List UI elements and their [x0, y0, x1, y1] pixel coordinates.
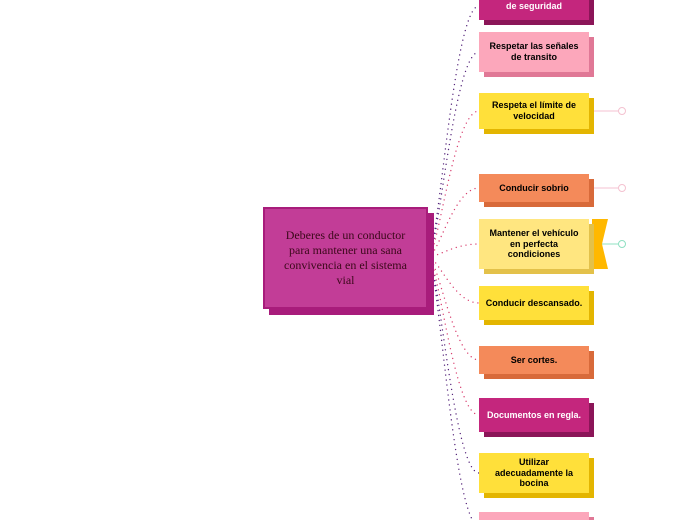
child-node: Respeta el límite de velocidad [479, 93, 589, 129]
child-node: Ser cortes. [479, 346, 589, 374]
flag-icon [592, 219, 608, 269]
child-node-label: Conducir sobrio [499, 183, 569, 194]
child-node-label: Documentos en regla. [487, 410, 581, 421]
marker-dot-icon [618, 184, 626, 192]
center-node: Deberes de un conductor para mantener un… [263, 207, 428, 309]
child-node: Conducir descansado. [479, 286, 589, 320]
child-node: Utilizar adecuadamente la bocina [479, 453, 589, 493]
child-node-label: Utilizar adecuadamente la bocina [485, 457, 583, 489]
child-node: Documentos en regla. [479, 398, 589, 432]
child-node: de seguridad [479, 0, 589, 20]
child-node-label: Mantener el vehículo en perfecta condici… [485, 228, 583, 260]
child-node: Conducir sobrio [479, 174, 589, 202]
child-node-label: Conducir descansado. [486, 298, 583, 309]
child-node-label: Respeta el límite de velocidad [485, 100, 583, 122]
child-node-label: Respetar las señales de transito [485, 41, 583, 63]
marker-dot-icon [618, 240, 626, 248]
child-node-label: Ser cortes. [511, 355, 558, 366]
child-node: Utilizar las luces [479, 512, 589, 520]
child-node: Respetar las señales de transito [479, 32, 589, 72]
child-node: Mantener el vehículo en perfecta condici… [479, 219, 589, 269]
marker-dot-icon [618, 107, 626, 115]
child-node-label: de seguridad [506, 1, 562, 12]
center-node-label: Deberes de un conductor para mantener un… [277, 228, 414, 288]
